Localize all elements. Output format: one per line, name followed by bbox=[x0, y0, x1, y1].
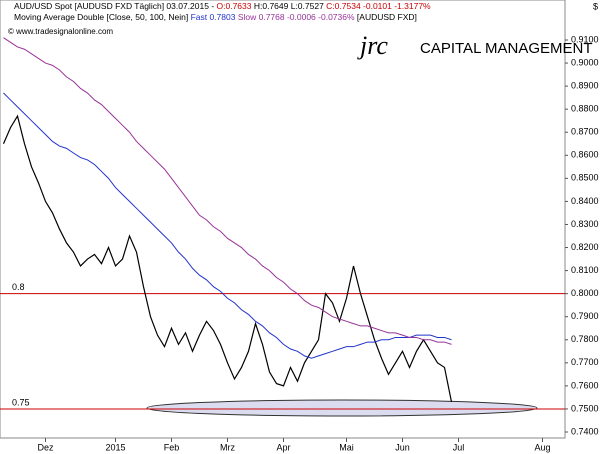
header-part: C:0.7534 -0.0101 -1.3177% bbox=[326, 1, 431, 11]
x-tick-label: Aug bbox=[534, 442, 550, 452]
header-part: Moving Average Double [Close, 50, 100, N… bbox=[14, 12, 191, 22]
header: AUD/USD Spot [AUDUSD FXD Täglich] 03.07.… bbox=[14, 1, 431, 22]
y-tick-label: 0.7800 bbox=[571, 334, 599, 344]
header-part: AUD/USD Spot [AUDUSD FXD Täglich] 03.07.… bbox=[14, 1, 217, 11]
header-part: Fast 0.7803 bbox=[191, 12, 236, 22]
watermark: © www.tradesignalonline.com bbox=[8, 27, 113, 36]
x-tick-label: Dez bbox=[37, 442, 54, 452]
y-tick-label: 0.7900 bbox=[571, 311, 599, 321]
y-tick-label: 0.8000 bbox=[571, 288, 599, 298]
header-line: Moving Average Double [Close, 50, 100, N… bbox=[14, 12, 417, 22]
series-line bbox=[3, 92, 452, 359]
x-tick-label: Jun bbox=[395, 442, 410, 452]
x-tick-label: Jul bbox=[453, 442, 465, 452]
currency: $ bbox=[593, 1, 598, 11]
level-label: 0.8 bbox=[12, 282, 25, 292]
header-part: Slow 0.7768 -0.0006 -0.0736% bbox=[235, 12, 355, 22]
header-part: H:0.7649 L:0.7527 bbox=[252, 1, 327, 11]
y-tick-label: 0.7700 bbox=[571, 357, 599, 367]
x-tick-label: Mai bbox=[339, 442, 354, 452]
y-tick-label: 0.9100 bbox=[571, 34, 599, 44]
series-line bbox=[3, 37, 452, 345]
y-tick-label: 0.9000 bbox=[571, 57, 599, 67]
header-line: AUD/USD Spot [AUDUSD FXD Täglich] 03.07.… bbox=[14, 1, 431, 11]
series-line bbox=[2, 114, 453, 403]
y-tick-label: 0.8400 bbox=[571, 196, 599, 206]
brand: CAPITAL MANAGEMENT bbox=[420, 40, 593, 57]
y-tick-label: 0.7400 bbox=[571, 426, 599, 436]
highlight-ellipse bbox=[146, 399, 538, 417]
y-tick-label: 0.8800 bbox=[571, 104, 599, 114]
x-tick-label: Mrz bbox=[220, 442, 235, 452]
header-part: O:0.7633 bbox=[217, 1, 252, 11]
level-label: 0.75 bbox=[12, 397, 30, 407]
x-tick-label: 2015 bbox=[105, 442, 125, 452]
y-tick-label: 0.8500 bbox=[571, 173, 599, 183]
y-tick-label: 0.8600 bbox=[571, 150, 599, 160]
y-tick-label: 0.8100 bbox=[571, 265, 599, 275]
x-tick-label: Apr bbox=[276, 442, 290, 452]
x-tick-label: Feb bbox=[164, 442, 180, 452]
y-tick-label: 0.8300 bbox=[571, 219, 599, 229]
y-tick-label: 0.7600 bbox=[571, 380, 599, 390]
logo: jrc bbox=[357, 31, 388, 60]
y-tick-label: 0.8900 bbox=[571, 80, 599, 90]
plot-frame bbox=[0, 0, 566, 439]
y-tick-label: 0.7500 bbox=[571, 403, 599, 413]
y-tick-label: 0.8200 bbox=[571, 242, 599, 252]
y-tick-label: 0.8700 bbox=[571, 127, 599, 137]
header-part: [AUDUSD FXD] bbox=[355, 12, 417, 22]
